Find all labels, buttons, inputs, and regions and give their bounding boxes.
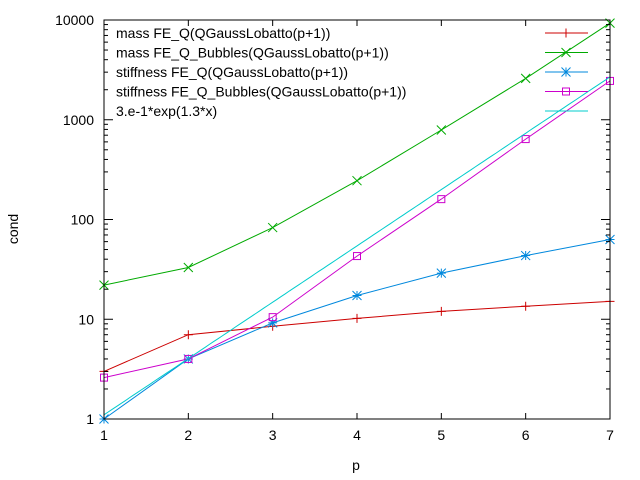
data-point — [521, 301, 531, 311]
legend-label: stiffness FE_Q(QGaussLobatto(p+1)) — [116, 64, 348, 80]
data-point — [437, 195, 446, 204]
data-point — [561, 67, 571, 77]
data-point — [184, 354, 193, 363]
legend-label: 3.e-1*exp(1.3*x) — [116, 103, 217, 119]
y-tick-label: 10 — [78, 311, 94, 327]
legend-label: stiffness FE_Q_Bubbles(QGaussLobatto(p+1… — [116, 84, 406, 100]
y-tick-label: 1 — [86, 411, 94, 427]
data-point — [352, 175, 362, 186]
series-3 — [99, 234, 615, 424]
series-line — [103, 76, 611, 416]
data-point — [353, 252, 361, 261]
data-point — [352, 313, 362, 323]
data-point — [561, 28, 571, 38]
legend-label: mass FE_Q(QGaussLobatto(p+1)) — [116, 25, 330, 41]
legend: mass FE_Q(QGaussLobatto(p+1))mass FE_Q_B… — [116, 25, 588, 119]
data-point — [183, 262, 194, 273]
y-axis-label: cond — [5, 214, 21, 244]
series-4 — [100, 76, 614, 382]
legend-key — [545, 47, 588, 58]
x-tick-label: 6 — [522, 427, 530, 443]
series-line — [103, 239, 611, 420]
data-point — [436, 268, 447, 278]
data-point — [520, 73, 531, 84]
x-tick-label: 5 — [437, 427, 445, 443]
x-tick-label: 3 — [269, 427, 277, 443]
y-tick-label: 100 — [71, 212, 95, 228]
data-point — [436, 306, 446, 316]
y-tick-label: 10000 — [55, 12, 94, 28]
data-point — [521, 135, 530, 144]
x-tick-label: 2 — [184, 427, 192, 443]
data-point — [267, 318, 278, 328]
y-tick-label: 1000 — [63, 112, 94, 128]
data-point — [520, 250, 531, 261]
series-line — [103, 80, 611, 379]
legend-key — [545, 87, 588, 96]
axis-ticks: 1 2 3 4 5 6 7 1 10 100 1000 10000 — [55, 12, 614, 443]
x-axis-label: p — [352, 457, 360, 473]
data-point — [183, 330, 193, 340]
legend-label: mass FE_Q_Bubbles(QGaussLobatto(p+1)) — [116, 45, 389, 61]
legend-key — [545, 28, 588, 38]
legend-key — [545, 67, 588, 77]
data-point — [436, 125, 447, 135]
x-tick-label: 4 — [353, 427, 361, 443]
x-tick-label: 1 — [100, 427, 108, 443]
data-point — [562, 87, 570, 96]
x-tick-label: 7 — [606, 427, 614, 443]
data-point — [267, 222, 278, 233]
series-1 — [99, 296, 615, 376]
data-point — [352, 290, 362, 301]
series-layer — [99, 18, 615, 424]
data-point — [561, 47, 571, 58]
data-point — [268, 313, 277, 322]
series-5 — [103, 76, 611, 416]
